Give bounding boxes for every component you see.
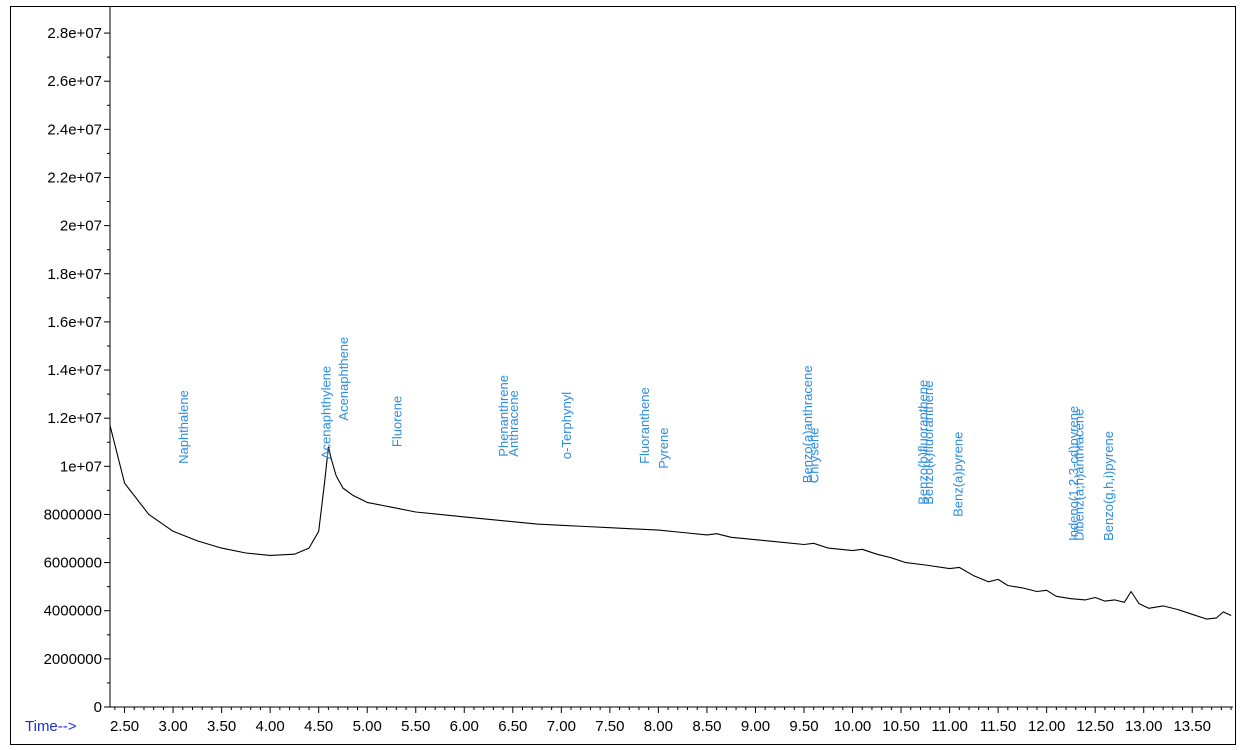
x-tick-label: 12.50 xyxy=(1076,718,1114,735)
x-tick-label: 8.00 xyxy=(644,718,673,735)
x-tick-label: 5.50 xyxy=(401,718,430,735)
peak-label: Acenaphthylene xyxy=(319,366,334,459)
y-tick-label: 2.4e+07 xyxy=(47,121,102,138)
peak-label: Benzo(g,h,i)pyrene xyxy=(1101,431,1116,541)
y-tick-label: 2.2e+07 xyxy=(47,169,102,186)
peak-label: Chrysene xyxy=(807,428,822,484)
peak-label: Benzo(k)fluoranthene xyxy=(921,380,936,504)
x-tick-label: 9.50 xyxy=(789,718,818,735)
y-tick-label: 1.8e+07 xyxy=(47,266,102,283)
peak-label: Naphthalene xyxy=(176,390,191,464)
chromatogram-chart: 0 2000000 4000000 6000000 8000000 1e+07 1.2e+0… xyxy=(25,7,1233,735)
chromatogram-trace xyxy=(109,425,1232,620)
x-tick-label: 5.00 xyxy=(353,718,382,735)
peak-label: Acenaphthene xyxy=(336,337,351,421)
y-tick-label: 4000000 xyxy=(44,603,102,620)
y-tick-label: 1.6e+07 xyxy=(47,314,102,331)
y-tick-label: 1e+07 xyxy=(60,458,102,475)
y-tick-label: 8000000 xyxy=(44,506,102,523)
x-tick-label: 13.50 xyxy=(1173,718,1211,735)
peak-label: Benzo(b)fluoranthene xyxy=(915,380,930,505)
y-tick-label: 1.2e+07 xyxy=(47,410,102,427)
x-tick-label: 3.00 xyxy=(158,718,187,735)
x-axis-label: Time--> xyxy=(25,718,77,735)
y-tick-label: 2.8e+07 xyxy=(47,25,102,42)
x-tick-label: 11.00 xyxy=(931,718,967,735)
x-tick-label: 7.00 xyxy=(547,718,576,735)
x-tick-label: 4.50 xyxy=(304,718,333,735)
x-tick-label: 7.50 xyxy=(595,718,624,735)
peak-label: Dibenz(a,h)anthracene xyxy=(1072,409,1087,541)
peak-label: Benz(a)pyrene xyxy=(950,432,965,517)
x-tick-label: 10.00 xyxy=(834,718,872,735)
peak-label: Phenanthrene xyxy=(496,375,511,457)
peak-label: Fluoranthene xyxy=(637,387,652,464)
peak-label: Indeno(1,2,3-cd)pyrene xyxy=(1066,406,1081,541)
x-tick-label: 9.00 xyxy=(741,718,770,735)
x-tick-label: 3.50 xyxy=(207,718,236,735)
x-tick-label: 10.50 xyxy=(882,718,920,735)
x-tick-label: 8.50 xyxy=(692,718,721,735)
x-tick-label: 2.50 xyxy=(110,718,139,735)
y-tick-label: 0 xyxy=(94,699,102,716)
peak-label: Pyrene xyxy=(656,427,671,468)
y-tick-label: 1.4e+07 xyxy=(47,362,102,379)
peak-label: Anthracene xyxy=(506,390,521,457)
x-tick-label: 6.00 xyxy=(450,718,479,735)
peak-label: o-Terphynyl xyxy=(559,392,574,459)
chromatogram-frame: 0 2000000 4000000 6000000 8000000 1e+07 1.2e+0… xyxy=(10,6,1236,745)
peak-label: Benzo(a)anthracene xyxy=(800,365,815,483)
y-tick-label: 2000000 xyxy=(44,651,102,668)
x-tick-label: 13.00 xyxy=(1125,718,1163,735)
y-tick-label: 2.6e+07 xyxy=(47,73,102,90)
y-tick-label: 6000000 xyxy=(44,555,102,572)
x-tick-label: 12.00 xyxy=(1028,718,1066,735)
y-tick-label: 2e+07 xyxy=(60,218,102,235)
peak-label: Fluorene xyxy=(389,396,404,447)
x-tick-label: 11.50 xyxy=(980,718,1016,735)
x-tick-label: 6.50 xyxy=(498,718,527,735)
x-tick-label: 4.00 xyxy=(256,718,285,735)
